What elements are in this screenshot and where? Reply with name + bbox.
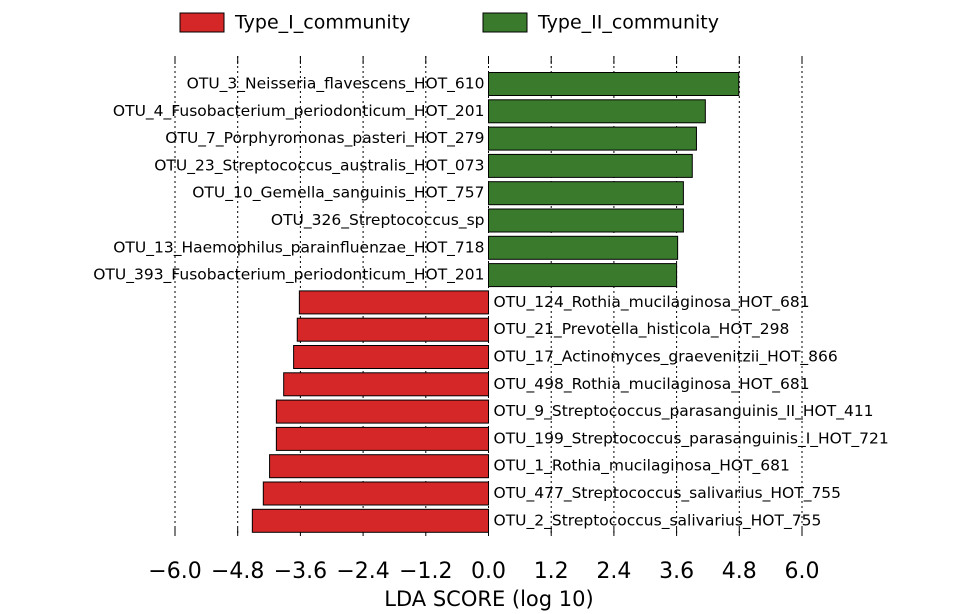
bar	[269, 454, 490, 479]
bar	[262, 481, 489, 506]
category-label: OTU_498_Rothia_mucilaginosa_HOT_681	[494, 375, 810, 394]
category-label: OTU_2_Streptococcus_salivarius_HOT_755	[494, 511, 822, 530]
bar	[296, 317, 490, 342]
legend-swatch	[482, 12, 528, 33]
x-tick-label: −1.2	[399, 559, 452, 584]
x-tick-label: −4.8	[211, 559, 264, 584]
category-label: OTU_4_Fusobacterium_periodonticum_HOT_20…	[113, 102, 485, 121]
bar	[488, 208, 684, 233]
bar	[488, 126, 697, 151]
bar	[488, 235, 679, 260]
category-label: OTU_9_Streptococcus_parasanguinis_II_HOT…	[494, 402, 874, 421]
legend-label: Type_I_community	[234, 12, 410, 34]
x-tick-label: 1.2	[534, 559, 569, 584]
category-label: OTU_124_Rothia_mucilaginosa_HOT_681	[494, 293, 810, 312]
category-label: OTU_23_Streptococcus_australis_HOT_073	[154, 156, 484, 175]
x-axis-label: LDA SCORE (log 10)	[384, 587, 593, 611]
bar	[298, 290, 490, 315]
legend-swatch	[179, 12, 225, 33]
category-label: OTU_3_Neisseria_flavescens_HOT_610	[187, 75, 485, 94]
x-tick-label: 3.6	[659, 559, 694, 584]
bar	[275, 399, 489, 424]
x-tick-label: −6.0	[148, 559, 201, 584]
category-label: OTU_7_Porphyromonas_pasteri_HOT_279	[165, 129, 484, 148]
x-tick-label: 6.0	[785, 559, 820, 584]
bar	[488, 99, 706, 124]
category-label: OTU_326_Streptococcus_sp	[271, 211, 485, 230]
bar	[488, 263, 678, 288]
bar	[251, 508, 489, 533]
category-label: OTU_13_Haemophilus_parainfluenzae_HOT_71…	[113, 238, 484, 257]
bar	[488, 72, 740, 96]
x-tick-label: −3.6	[274, 559, 327, 584]
x-tick-label: 0.0	[471, 559, 506, 584]
bar	[488, 181, 684, 206]
legend-label: Type_II_community	[537, 12, 719, 34]
x-tick-label: −2.4	[336, 559, 389, 584]
x-tick-label: 2.4	[596, 559, 631, 584]
category-label: OTU_477_Streptococcus_salivarius_HOT_755	[494, 484, 842, 503]
bar	[283, 372, 489, 397]
category-label: OTU_1_Rothia_mucilaginosa_HOT_681	[494, 457, 790, 476]
x-tick-label: 4.8	[722, 559, 757, 584]
bar	[293, 345, 490, 369]
category-label: OTU_17_Actinomyces_graevenitzii_HOT_866	[494, 348, 838, 367]
bar	[488, 153, 693, 178]
category-label: OTU_199_Streptococcus_parasanguinis_I_HO…	[494, 429, 889, 448]
category-label: OTU_21_Prevotella_histicola_HOT_298	[494, 320, 790, 339]
bar	[275, 426, 489, 451]
category-label: OTU_10_Gemella_sanguinis_HOT_757	[192, 184, 484, 203]
category-label: OTU_393_Fusobacterium_periodonticum_HOT_…	[93, 266, 484, 285]
